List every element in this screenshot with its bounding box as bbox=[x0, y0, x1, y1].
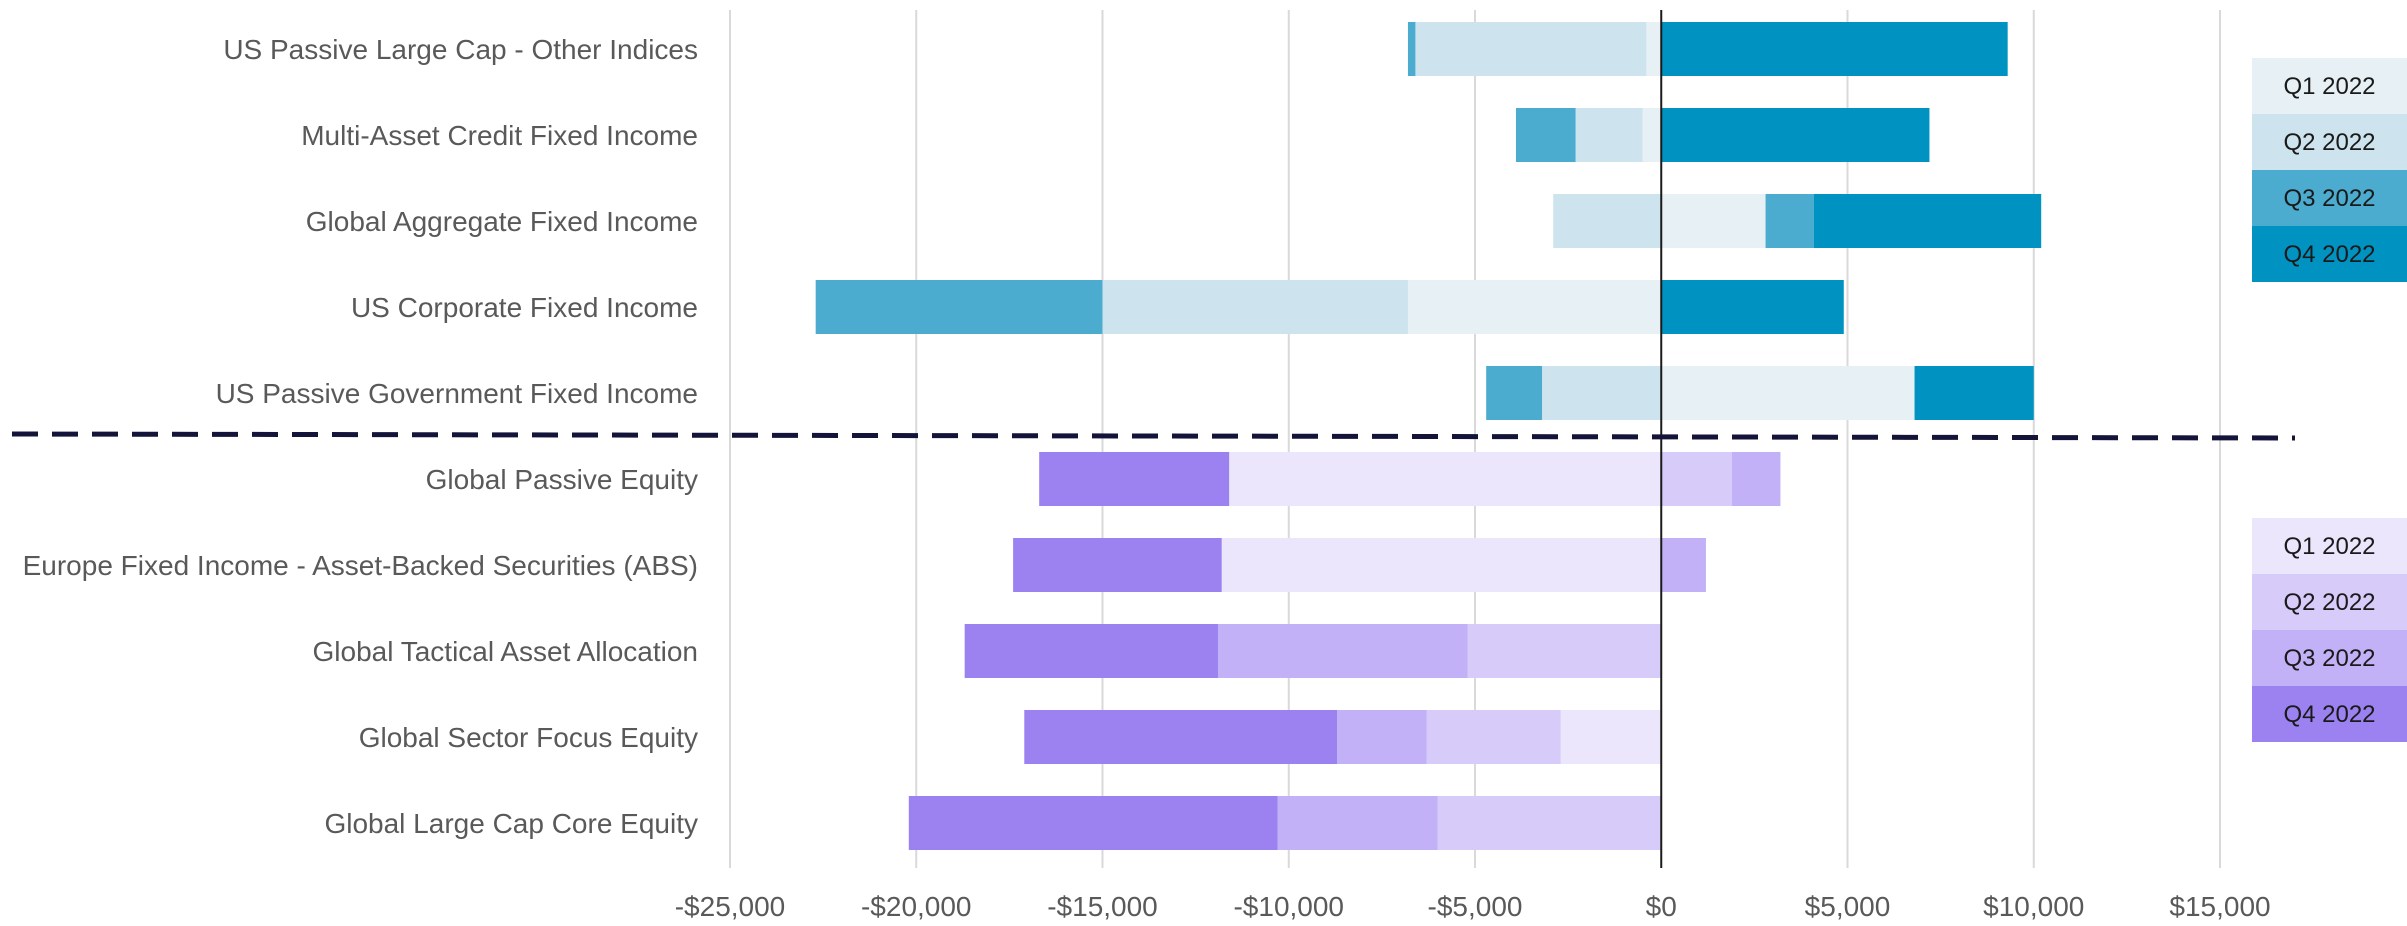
x-tick-label: -$25,000 bbox=[675, 891, 786, 922]
bar-segment bbox=[1542, 366, 1662, 420]
legend-label: Q4 2022 bbox=[2283, 701, 2375, 728]
bar-segment bbox=[1661, 108, 1930, 162]
category-label: US Corporate Fixed Income bbox=[351, 292, 698, 323]
bars bbox=[815, 22, 2042, 850]
bar-segment bbox=[1661, 22, 2008, 76]
bar-segment bbox=[815, 280, 1103, 334]
bar-segment bbox=[1813, 194, 2042, 248]
bar-segment bbox=[1102, 280, 1408, 334]
bar-segment bbox=[1575, 108, 1643, 162]
bar-segment bbox=[1426, 710, 1561, 764]
bar-segment bbox=[1642, 108, 1662, 162]
legend-label: Q2 2022 bbox=[2283, 129, 2375, 156]
category-label: US Passive Government Fixed Income bbox=[216, 378, 698, 409]
bar-segment bbox=[1646, 22, 1662, 76]
legend-swatch bbox=[2252, 574, 2407, 630]
category-label: Global Large Cap Core Equity bbox=[324, 808, 698, 839]
x-axis-tick-labels: -$25,000 -$20,000 -$15,000 -$10,000 -$5,000 $… bbox=[675, 891, 2271, 922]
x-tick-label: $5,000 bbox=[1805, 891, 1891, 922]
bar-segment bbox=[1229, 452, 1662, 506]
bar-segment bbox=[1765, 194, 1814, 248]
x-tick-label: -$15,000 bbox=[1047, 891, 1158, 922]
category-label: US Passive Large Cap - Other Indices bbox=[223, 34, 698, 65]
bar-segment bbox=[1661, 366, 1915, 420]
x-tick-label: -$10,000 bbox=[1233, 891, 1344, 922]
category-labels: US Passive Large Cap - Other Indices Mult… bbox=[23, 34, 698, 839]
bar-segment bbox=[1732, 452, 1781, 506]
legend-label: Q4 2022 bbox=[2283, 241, 2375, 268]
bar-segment bbox=[1467, 624, 1662, 678]
bar-segment bbox=[1553, 194, 1662, 248]
legend-swatch bbox=[2252, 518, 2407, 574]
x-tick-label: -$20,000 bbox=[861, 891, 972, 922]
bar-segment bbox=[1560, 710, 1662, 764]
legend-swatch bbox=[2252, 686, 2407, 742]
bar-segment bbox=[1024, 710, 1338, 764]
bar-segment bbox=[1661, 452, 1733, 506]
bar-segment bbox=[1407, 280, 1662, 334]
x-tick-label: $0 bbox=[1646, 891, 1677, 922]
bar-segment bbox=[964, 624, 1218, 678]
x-tick-label: $15,000 bbox=[2169, 891, 2270, 922]
bar-segment bbox=[1661, 538, 1706, 592]
bar-segment bbox=[1277, 796, 1438, 850]
legends: Q1 2022 Q2 2022 Q3 2022 Q4 2022 Q1 2022 Q2 20… bbox=[2252, 58, 2407, 742]
bar-segment bbox=[1039, 452, 1230, 506]
bar-segment bbox=[908, 796, 1278, 850]
legend-swatch bbox=[2252, 58, 2407, 114]
group-divider-dashed-line bbox=[11, 431, 2296, 441]
legend-label: Q2 2022 bbox=[2283, 589, 2375, 616]
bar-segment bbox=[1217, 624, 1468, 678]
legend-label: Q1 2022 bbox=[2283, 73, 2375, 100]
legend-swatch bbox=[2252, 630, 2407, 686]
legend-swatch bbox=[2252, 114, 2407, 170]
bar-segment bbox=[1661, 194, 1766, 248]
category-label: Europe Fixed Income - Asset-Backed Secur… bbox=[23, 550, 698, 581]
bar-segment bbox=[1221, 538, 1662, 592]
category-label: Global Passive Equity bbox=[426, 464, 698, 495]
legend-swatch bbox=[2252, 226, 2407, 282]
bar-segment bbox=[1914, 366, 2034, 420]
x-tick-label: $10,000 bbox=[1983, 891, 2084, 922]
legend-swatch bbox=[2252, 170, 2407, 226]
bar-segment bbox=[1407, 22, 1416, 76]
legend-label: Q3 2022 bbox=[2283, 185, 2375, 212]
bar-segment bbox=[1661, 280, 1844, 334]
bar-segment bbox=[1337, 710, 1427, 764]
bar-segment bbox=[1437, 796, 1662, 850]
legend-label: Q3 2022 bbox=[2283, 645, 2375, 672]
category-label: Multi-Asset Credit Fixed Income bbox=[301, 120, 698, 151]
legend-label: Q1 2022 bbox=[2283, 533, 2375, 560]
category-label: Global Tactical Asset Allocation bbox=[313, 636, 698, 667]
x-tick-label: -$5,000 bbox=[1428, 891, 1523, 922]
bar-segment bbox=[1013, 538, 1222, 592]
category-label: Global Aggregate Fixed Income bbox=[306, 206, 698, 237]
bar-segment bbox=[1486, 366, 1543, 420]
category-label: Global Sector Focus Equity bbox=[359, 722, 698, 753]
bar-segment bbox=[1415, 22, 1647, 76]
bar-segment bbox=[1515, 108, 1576, 162]
